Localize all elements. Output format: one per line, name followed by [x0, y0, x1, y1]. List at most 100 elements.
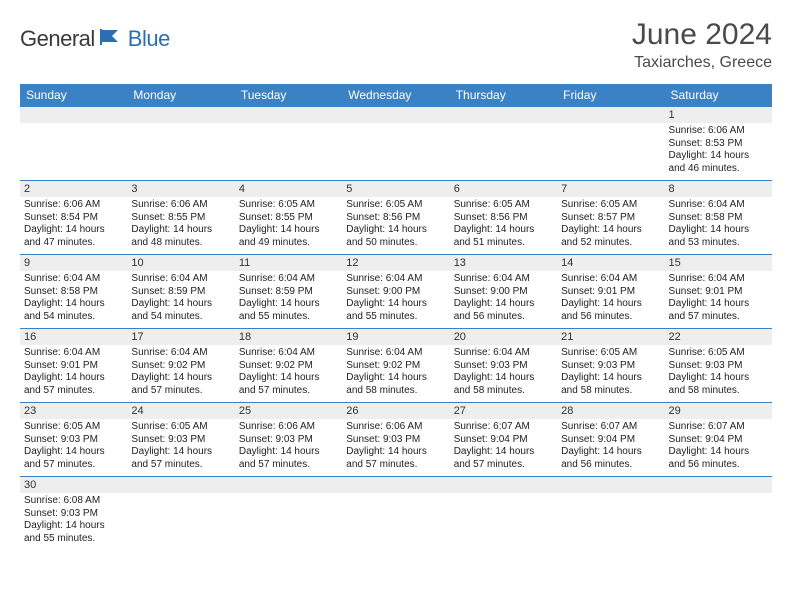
daylight-line: Daylight: 14 hours and 55 minutes.	[239, 298, 338, 323]
sunrise-line: Sunrise: 6:04 AM	[24, 273, 123, 286]
empty-cell	[127, 477, 234, 551]
sunrise-line: Sunrise: 6:04 AM	[239, 273, 338, 286]
sunrise-line: Sunrise: 6:07 AM	[561, 421, 660, 434]
day-cell: 12Sunrise: 6:04 AMSunset: 9:00 PMDayligh…	[342, 255, 449, 329]
day-number: 17	[127, 329, 234, 345]
day-number: 7	[557, 181, 664, 197]
sunrise-line: Sunrise: 6:04 AM	[669, 199, 768, 212]
day-details: Sunrise: 6:07 AMSunset: 9:04 PMDaylight:…	[557, 419, 664, 475]
sunrise-line: Sunrise: 6:04 AM	[24, 347, 123, 360]
sunset-line: Sunset: 9:02 PM	[239, 360, 338, 373]
day-details: Sunrise: 6:04 AMSunset: 8:59 PMDaylight:…	[235, 271, 342, 327]
day-details: Sunrise: 6:08 AMSunset: 9:03 PMDaylight:…	[20, 493, 127, 549]
day-cell: 20Sunrise: 6:04 AMSunset: 9:03 PMDayligh…	[450, 329, 557, 403]
calendar-row: 16Sunrise: 6:04 AMSunset: 9:01 PMDayligh…	[20, 329, 772, 403]
daylight-line: Daylight: 14 hours and 58 minutes.	[669, 372, 768, 397]
day-cell: 8Sunrise: 6:04 AMSunset: 8:58 PMDaylight…	[665, 181, 772, 255]
sunset-line: Sunset: 9:04 PM	[454, 434, 553, 447]
sunset-line: Sunset: 9:01 PM	[24, 360, 123, 373]
day-cell: 13Sunrise: 6:04 AMSunset: 9:00 PMDayligh…	[450, 255, 557, 329]
daylight-line: Daylight: 14 hours and 57 minutes.	[239, 446, 338, 471]
day-details: Sunrise: 6:05 AMSunset: 9:03 PMDaylight:…	[127, 419, 234, 475]
sunset-line: Sunset: 8:54 PM	[24, 212, 123, 225]
daylight-line: Daylight: 14 hours and 47 minutes.	[24, 224, 123, 249]
day-cell: 1Sunrise: 6:06 AMSunset: 8:53 PMDaylight…	[665, 107, 772, 181]
day-details: Sunrise: 6:04 AMSunset: 9:02 PMDaylight:…	[235, 345, 342, 401]
day-number: 3	[127, 181, 234, 197]
day-details: Sunrise: 6:06 AMSunset: 9:03 PMDaylight:…	[235, 419, 342, 475]
day-number: 12	[342, 255, 449, 271]
calendar-row: 1Sunrise: 6:06 AMSunset: 8:53 PMDaylight…	[20, 107, 772, 181]
sunrise-line: Sunrise: 6:04 AM	[131, 347, 230, 360]
empty-cell	[127, 107, 234, 181]
sunset-line: Sunset: 9:02 PM	[346, 360, 445, 373]
empty-cell	[20, 107, 127, 181]
sunrise-line: Sunrise: 6:04 AM	[454, 347, 553, 360]
sunset-line: Sunset: 9:04 PM	[669, 434, 768, 447]
day-number: 18	[235, 329, 342, 345]
sunrise-line: Sunrise: 6:07 AM	[454, 421, 553, 434]
day-number: 4	[235, 181, 342, 197]
calendar-row: 2Sunrise: 6:06 AMSunset: 8:54 PMDaylight…	[20, 181, 772, 255]
day-details: Sunrise: 6:05 AMSunset: 9:03 PMDaylight:…	[20, 419, 127, 475]
daylight-line: Daylight: 14 hours and 55 minutes.	[24, 520, 123, 545]
sunset-line: Sunset: 9:02 PM	[131, 360, 230, 373]
col-saturday: Saturday	[665, 84, 772, 107]
day-number: 23	[20, 403, 127, 419]
sunrise-line: Sunrise: 6:04 AM	[561, 273, 660, 286]
empty-cell	[450, 107, 557, 181]
daylight-line: Daylight: 14 hours and 56 minutes.	[561, 446, 660, 471]
day-details: Sunrise: 6:07 AMSunset: 9:04 PMDaylight:…	[665, 419, 772, 475]
sunset-line: Sunset: 8:59 PM	[131, 286, 230, 299]
sunset-line: Sunset: 9:03 PM	[239, 434, 338, 447]
daylight-line: Daylight: 14 hours and 57 minutes.	[131, 446, 230, 471]
day-details: Sunrise: 6:04 AMSunset: 9:00 PMDaylight:…	[450, 271, 557, 327]
day-details: Sunrise: 6:04 AMSunset: 9:00 PMDaylight:…	[342, 271, 449, 327]
day-details: Sunrise: 6:04 AMSunset: 9:03 PMDaylight:…	[450, 345, 557, 401]
day-cell: 5Sunrise: 6:05 AMSunset: 8:56 PMDaylight…	[342, 181, 449, 255]
day-cell: 7Sunrise: 6:05 AMSunset: 8:57 PMDaylight…	[557, 181, 664, 255]
sunrise-line: Sunrise: 6:04 AM	[346, 273, 445, 286]
empty-cell	[235, 107, 342, 181]
day-details: Sunrise: 6:06 AMSunset: 8:53 PMDaylight:…	[665, 123, 772, 179]
sunrise-line: Sunrise: 6:04 AM	[131, 273, 230, 286]
sunset-line: Sunset: 8:59 PM	[239, 286, 338, 299]
sunset-line: Sunset: 9:03 PM	[131, 434, 230, 447]
day-details: Sunrise: 6:05 AMSunset: 8:56 PMDaylight:…	[342, 197, 449, 253]
daylight-line: Daylight: 14 hours and 58 minutes.	[346, 372, 445, 397]
daylight-line: Daylight: 14 hours and 46 minutes.	[669, 150, 768, 175]
day-number: 11	[235, 255, 342, 271]
sunset-line: Sunset: 8:55 PM	[239, 212, 338, 225]
day-details: Sunrise: 6:06 AMSunset: 9:03 PMDaylight:…	[342, 419, 449, 475]
sunrise-line: Sunrise: 6:05 AM	[239, 199, 338, 212]
day-number: 28	[557, 403, 664, 419]
day-cell: 21Sunrise: 6:05 AMSunset: 9:03 PMDayligh…	[557, 329, 664, 403]
day-cell: 23Sunrise: 6:05 AMSunset: 9:03 PMDayligh…	[20, 403, 127, 477]
col-friday: Friday	[557, 84, 664, 107]
col-monday: Monday	[127, 84, 234, 107]
empty-cell	[342, 477, 449, 551]
day-cell: 9Sunrise: 6:04 AMSunset: 8:58 PMDaylight…	[20, 255, 127, 329]
day-cell: 16Sunrise: 6:04 AMSunset: 9:01 PMDayligh…	[20, 329, 127, 403]
sunrise-line: Sunrise: 6:06 AM	[346, 421, 445, 434]
sunrise-line: Sunrise: 6:04 AM	[454, 273, 553, 286]
sunrise-line: Sunrise: 6:05 AM	[561, 347, 660, 360]
daylight-line: Daylight: 14 hours and 49 minutes.	[239, 224, 338, 249]
day-number: 20	[450, 329, 557, 345]
day-details: Sunrise: 6:04 AMSunset: 8:59 PMDaylight:…	[127, 271, 234, 327]
day-number: 27	[450, 403, 557, 419]
day-cell: 22Sunrise: 6:05 AMSunset: 9:03 PMDayligh…	[665, 329, 772, 403]
empty-cell	[557, 107, 664, 181]
daylight-line: Daylight: 14 hours and 52 minutes.	[561, 224, 660, 249]
day-cell: 24Sunrise: 6:05 AMSunset: 9:03 PMDayligh…	[127, 403, 234, 477]
day-details: Sunrise: 6:04 AMSunset: 9:02 PMDaylight:…	[342, 345, 449, 401]
daylight-line: Daylight: 14 hours and 57 minutes.	[24, 372, 123, 397]
day-number: 15	[665, 255, 772, 271]
sunrise-line: Sunrise: 6:05 AM	[561, 199, 660, 212]
day-cell: 19Sunrise: 6:04 AMSunset: 9:02 PMDayligh…	[342, 329, 449, 403]
day-number: 10	[127, 255, 234, 271]
sunset-line: Sunset: 9:01 PM	[669, 286, 768, 299]
daylight-line: Daylight: 14 hours and 54 minutes.	[131, 298, 230, 323]
sunrise-line: Sunrise: 6:05 AM	[669, 347, 768, 360]
sunset-line: Sunset: 9:00 PM	[346, 286, 445, 299]
